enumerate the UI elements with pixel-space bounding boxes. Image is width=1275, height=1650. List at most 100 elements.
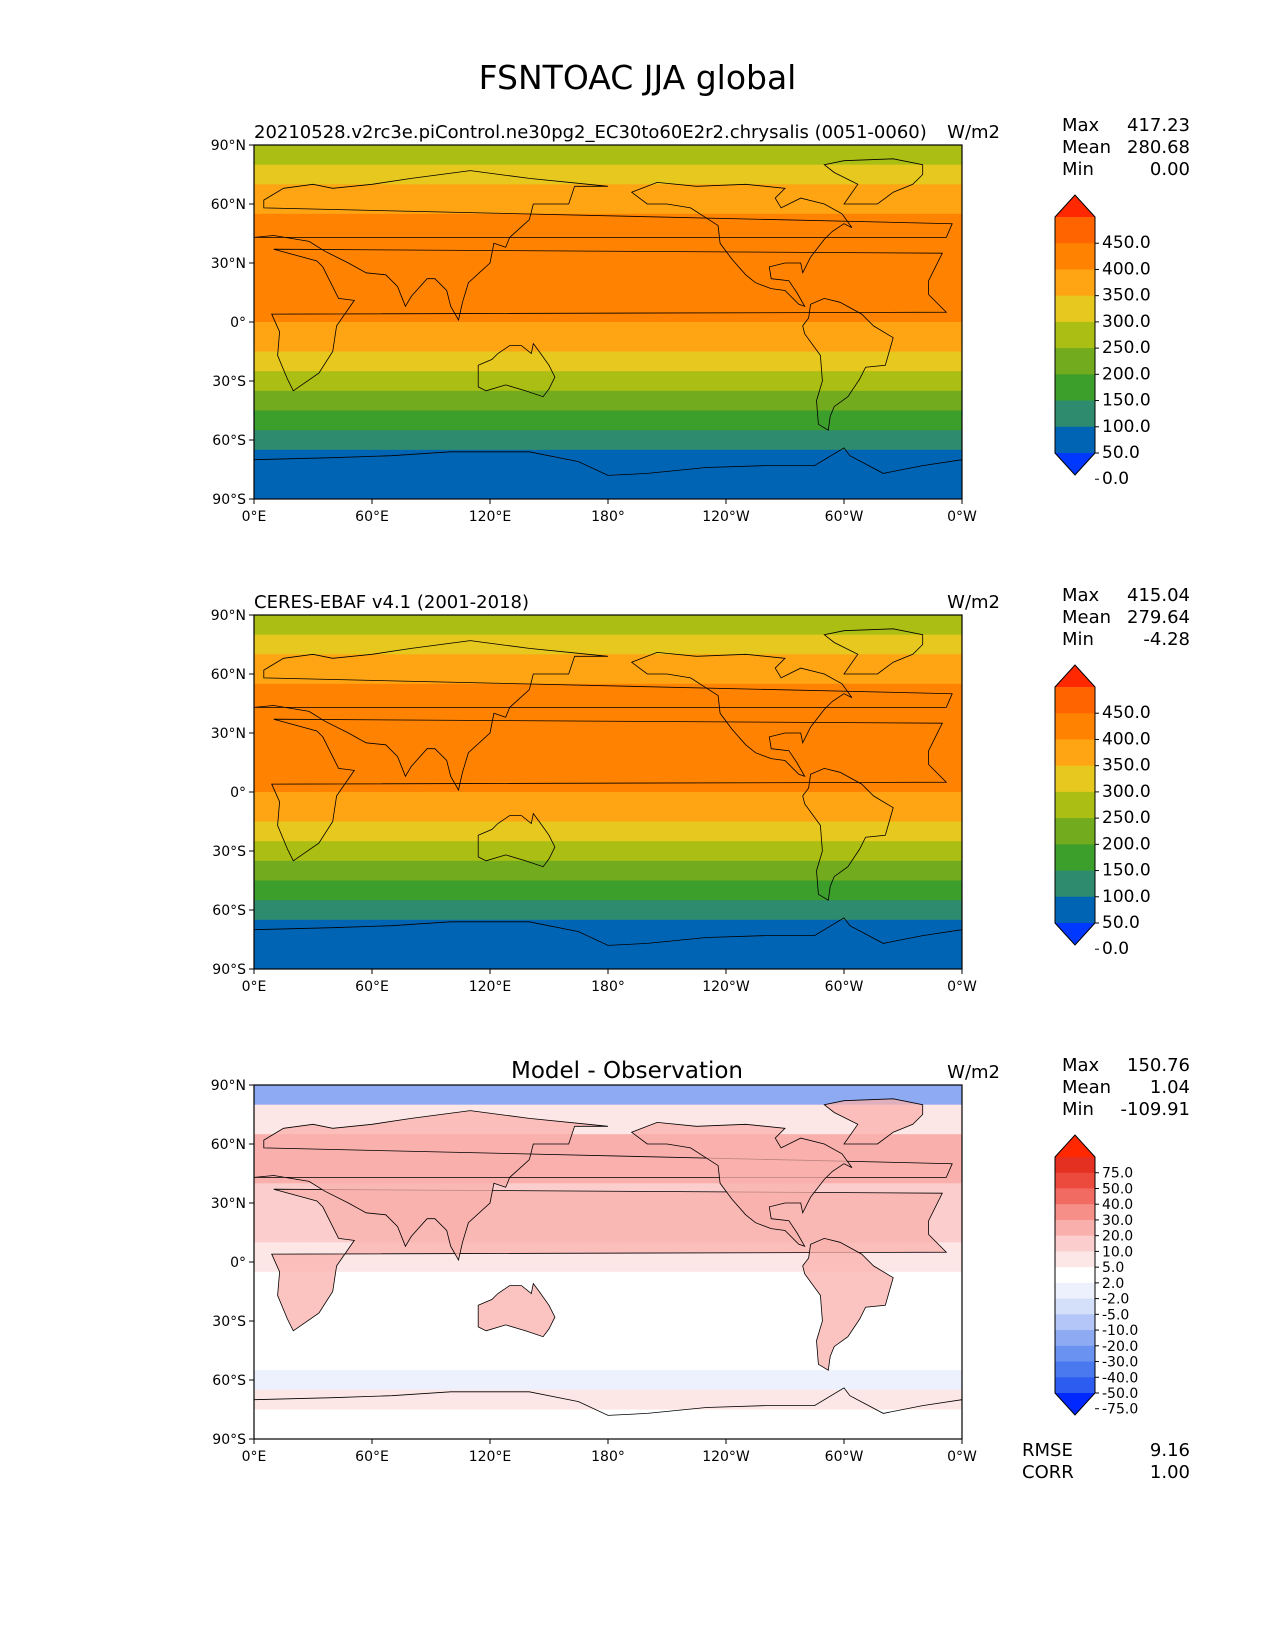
lon-tick-label: 60°W — [825, 979, 864, 995]
colorbar-segment — [1055, 1314, 1095, 1331]
stats-box: Max 417.23 Mean 280.68 Min 0.00 — [1062, 115, 1190, 181]
colorbar-tick-label: 75.0 — [1102, 1166, 1133, 1182]
colorbar-tick-label: -2.0 — [1102, 1292, 1129, 1308]
coastline-antarctica — [254, 917, 962, 946]
lon-tick-label: 120°E — [469, 509, 512, 525]
stat-mean-label: Mean — [1062, 607, 1112, 628]
colorbar-segment — [1055, 818, 1095, 845]
colorbar-tick-label: 100.0 — [1102, 887, 1151, 907]
field-band-7 — [254, 821, 962, 842]
colorbar-segment — [1055, 1267, 1095, 1284]
lat-tick-label: 60°S — [212, 433, 246, 449]
coastline-africa — [271, 248, 948, 392]
panel-title-center: Model - Observation — [510, 1058, 744, 1084]
colorbar-segment — [1055, 1204, 1095, 1221]
coastline-antarctica — [254, 1387, 962, 1416]
colorbar-tick-label: -50.0 — [1102, 1386, 1138, 1402]
colorbar-tick-label: 200.0 — [1102, 834, 1151, 854]
lat-tick-label: 30°S — [212, 374, 246, 390]
colorbar-tick-label: 450.0 — [1102, 233, 1151, 253]
stats-box: Max 415.04 Mean 279.64 Min -4.28 — [1062, 585, 1190, 651]
colorbar-segment — [1055, 374, 1095, 402]
colorbar-extend-max — [1055, 1135, 1095, 1157]
colorbar-segment — [1055, 295, 1095, 323]
colorbar-segment — [1055, 217, 1095, 244]
error-metrics: RMSE 9.16 CORR 1.00 — [1022, 1440, 1190, 1484]
lat-tick-label: 0° — [230, 1255, 246, 1271]
colorbar-tick-label: 30.0 — [1102, 1213, 1133, 1229]
figure-title: FSNTOAC JJA global — [478, 58, 797, 97]
lat-tick-label: 60°N — [211, 197, 246, 213]
panel-difference: Model - Observation W/m2 Max 150.76 Mean 1… — [0, 1055, 1275, 1515]
colorbar-segment — [1055, 1188, 1095, 1205]
coastline-north-america — [630, 181, 853, 308]
field-band-12 — [254, 919, 962, 940]
colorbar: 75.050.040.030.020.010.05.02.0-2.0-5.0-1… — [1054, 1134, 1138, 1418]
corr-label: CORR — [1022, 1462, 1074, 1483]
colorbar-segment — [1055, 400, 1095, 428]
panel-model: 20210528.v2rc3e.piControl.ne30pg2_EC30to… — [0, 115, 1275, 585]
stat-mean-label: Mean — [1062, 137, 1112, 158]
colorbar-extend-min — [1055, 923, 1095, 945]
map-plot: 90°N 60°N 30°N 0° 30°S 60°S 90°S0°E 60°E 120°E 18… — [211, 1078, 977, 1465]
colorbar-tick-label: -75.0 — [1102, 1402, 1138, 1418]
field-band-5 — [254, 762, 962, 793]
colorbar-segment — [1055, 269, 1095, 297]
colorbar-segment — [1055, 1172, 1095, 1189]
stat-mean-value: 280.68 — [1127, 137, 1190, 158]
colorbar-tick-label: 150.0 — [1102, 391, 1151, 411]
colorbar-tick-label: -20.0 — [1102, 1339, 1138, 1355]
lon-tick-label: 60°W — [825, 509, 864, 525]
colorbar-tick-label: 300.0 — [1102, 312, 1151, 332]
lat-tick-label: 90°S — [212, 492, 246, 508]
coastline-south-america — [802, 1237, 894, 1371]
lon-tick-label: 180° — [591, 979, 625, 995]
stat-max-value: 415.04 — [1127, 585, 1190, 606]
colorbar-tick-label: 2.0 — [1102, 1276, 1124, 1292]
colorbar-tick-label: 150.0 — [1102, 861, 1151, 881]
colorbar-tick-label: -10.0 — [1102, 1323, 1138, 1339]
lon-tick-label: 0°E — [242, 509, 267, 525]
lon-tick-label: 0°W — [947, 979, 977, 995]
lat-tick-label: 60°S — [212, 1373, 246, 1389]
field-band-9 — [254, 860, 962, 881]
coastline-greenland — [823, 158, 924, 205]
rmse-value: 9.16 — [1149, 1440, 1190, 1461]
lon-tick-label: 0°W — [947, 1449, 977, 1465]
map-field — [254, 1085, 962, 1439]
colorbar-segment — [1055, 1330, 1095, 1347]
lon-tick-label: 60°E — [355, 509, 389, 525]
colorbar-segment — [1055, 1298, 1095, 1315]
colorbar-tick-label: 300.0 — [1102, 782, 1151, 802]
lon-tick-label: 60°W — [825, 1449, 864, 1465]
field-band-10 — [254, 880, 962, 901]
coastline-antarctica — [254, 447, 962, 476]
lon-tick-label: 0°E — [242, 1449, 267, 1465]
colorbar-tick-label: 40.0 — [1102, 1197, 1133, 1213]
field-band-8 — [254, 371, 962, 392]
field-band-0 — [254, 1085, 962, 1106]
field-band-3 — [254, 213, 962, 244]
field-band-8 — [254, 1409, 962, 1439]
lat-tick-label: 90°N — [211, 608, 246, 624]
colorbar-tick-label: 50.0 — [1102, 913, 1140, 933]
map-field — [254, 615, 962, 969]
coastline-australia — [477, 812, 556, 868]
stat-mean-value: 279.64 — [1127, 607, 1190, 628]
lon-tick-label: 120°W — [702, 1449, 750, 1465]
lon-tick-label: 120°W — [702, 979, 750, 995]
field-band-8 — [254, 841, 962, 862]
coastline-eurasia — [254, 640, 953, 792]
colorbar-segment — [1055, 1377, 1095, 1394]
colorbar-segment — [1055, 1282, 1095, 1300]
colorbar-tick-label: 350.0 — [1102, 756, 1151, 776]
lat-tick-label: 30°N — [211, 1196, 246, 1212]
stats-box: Max 150.76 Mean 1.04 Min -109.91 — [1062, 1055, 1190, 1121]
field-band-4 — [254, 243, 962, 293]
lat-tick-label: 90°N — [211, 138, 246, 154]
field-band-11 — [254, 430, 962, 451]
colorbar-segment — [1055, 243, 1095, 270]
field-band-4 — [254, 713, 962, 763]
colorbar-tick-label: 10.0 — [1102, 1244, 1133, 1260]
lat-tick-label: 0° — [230, 315, 246, 331]
